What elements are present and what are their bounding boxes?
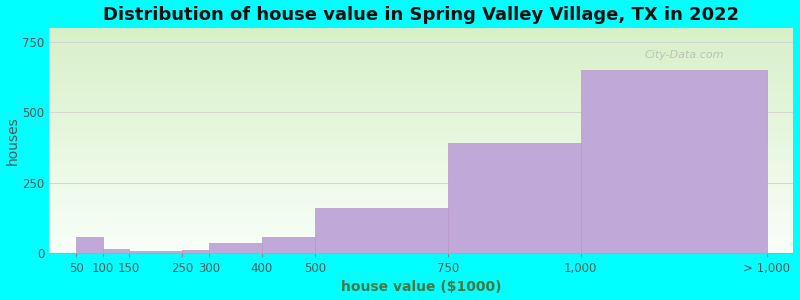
Bar	[182, 250, 209, 253]
Bar	[448, 143, 581, 253]
Title: Distribution of house value in Spring Valley Village, TX in 2022: Distribution of house value in Spring Va…	[103, 6, 739, 24]
Bar	[209, 243, 262, 253]
Bar	[102, 249, 129, 253]
Y-axis label: houses: houses	[6, 116, 19, 165]
Bar	[129, 251, 182, 253]
Text: City-Data.com: City-Data.com	[644, 50, 724, 60]
Bar	[76, 237, 102, 253]
Bar	[581, 70, 766, 253]
Bar	[262, 237, 315, 253]
Bar	[315, 208, 448, 253]
X-axis label: house value ($1000): house value ($1000)	[341, 280, 502, 294]
